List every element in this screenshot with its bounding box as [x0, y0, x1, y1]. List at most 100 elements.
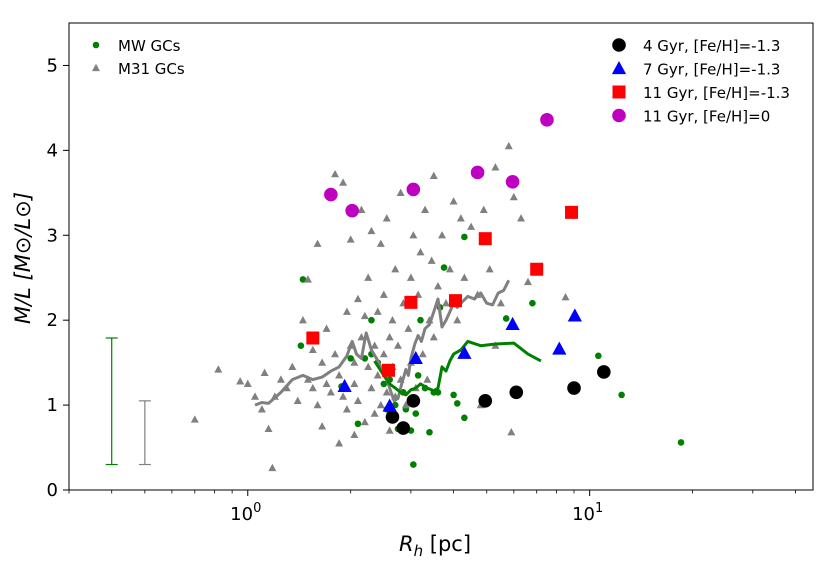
- legend-label: 4 Gyr, [Fe/H]=-1.3: [643, 37, 780, 55]
- point-m31-gcs: [391, 265, 400, 273]
- point-m31-gcs: [523, 277, 532, 286]
- point-mw-gcs: [440, 264, 448, 271]
- point-m31-gcs: [418, 349, 427, 358]
- point-m31-gcs: [449, 197, 458, 205]
- point-7-gyr-fe-h-1-3: [457, 345, 472, 359]
- point-m31-gcs: [507, 428, 516, 436]
- point-m31-gcs: [364, 273, 373, 281]
- point-11-gyr-fe-h-0: [406, 182, 421, 197]
- point-m31-gcs: [370, 341, 379, 349]
- point-m31-gcs: [288, 362, 297, 371]
- point-mw-gcs: [410, 461, 417, 468]
- point-m31-gcs: [404, 324, 413, 332]
- point-m31-gcs: [276, 375, 285, 383]
- point-mw-gcs: [354, 420, 362, 428]
- point-7-gyr-fe-h-1-3: [382, 398, 397, 412]
- point-m31-gcs: [456, 214, 465, 222]
- point-m31-gcs: [357, 205, 366, 213]
- point-m31-gcs: [460, 273, 469, 281]
- legend-right-4-gyr-fe-h-1-3: 4 Gyr, [Fe/H]=-1.3: [612, 37, 780, 55]
- point-7-gyr-fe-h-1-3: [337, 378, 352, 393]
- legend: MW GCs M31 GCs 4 Gyr, [Fe/H]=-1.3 7 Gyr, [F…: [92, 37, 790, 126]
- point-11-gyr-fe-h-0: [505, 174, 520, 189]
- point-m31-gcs: [339, 392, 348, 400]
- series-11-gyr-fe-h-1-3: [306, 205, 579, 377]
- legend-left-mw-gcs: MW GCs: [92, 37, 181, 55]
- point-m31-gcs: [376, 400, 385, 409]
- line-m31-running-median: [254, 279, 511, 407]
- point-m31-gcs: [561, 293, 570, 301]
- point-mw-gcs: [461, 233, 468, 241]
- legend-marker: [92, 63, 100, 72]
- x-tick-label: 101: [572, 501, 603, 525]
- x-tick-label: 100: [230, 501, 261, 525]
- series-4-gyr-fe-h-1-3: [385, 365, 611, 435]
- y-axis-label: M/L [M⊙/L⊙]: [11, 192, 35, 324]
- point-4-gyr-fe-h-1-3: [396, 421, 411, 435]
- point-m31-gcs: [326, 388, 335, 396]
- point-m31-gcs: [313, 400, 322, 409]
- point-m31-gcs: [260, 368, 269, 376]
- point-11-gyr-fe-h-0: [345, 203, 359, 218]
- point-m31-gcs: [350, 379, 359, 388]
- point-m31-gcs: [373, 371, 382, 379]
- point-m31-gcs: [264, 424, 273, 433]
- point-m31-gcs: [350, 358, 359, 366]
- point-m31-gcs: [353, 294, 362, 303]
- point-m31-gcs: [438, 231, 447, 239]
- point-m31-gcs: [214, 365, 223, 373]
- point-mw-gcs: [618, 391, 625, 399]
- point-7-gyr-fe-h-1-3: [567, 308, 582, 322]
- legend-left-m31-gcs: M31 GCs: [92, 60, 185, 78]
- point-mw-gcs: [502, 315, 510, 322]
- legend-label: 11 Gyr, [Fe/H]=0: [643, 108, 770, 126]
- point-m31-gcs: [257, 405, 266, 413]
- error-bar-2: [138, 400, 151, 466]
- point-m31-gcs: [479, 205, 488, 213]
- point-4-gyr-fe-h-1-3: [509, 385, 524, 400]
- point-m31-gcs: [509, 192, 518, 201]
- point-m31-gcs: [429, 332, 438, 341]
- point-m31-gcs: [453, 315, 462, 324]
- point-m31-gcs: [385, 332, 394, 341]
- point-m31-gcs: [346, 235, 355, 243]
- point-m31-gcs: [382, 214, 391, 222]
- legend-marker: [612, 38, 626, 52]
- point-mw-gcs: [450, 391, 457, 399]
- point-mw-gcs: [380, 380, 388, 388]
- series-11-gyr-fe-h-0: [324, 112, 554, 218]
- point-7-gyr-fe-h-1-3: [408, 350, 423, 365]
- point-11-gyr-fe-h-1-3: [306, 331, 320, 345]
- legend-right-11-gyr-fe-h-1-3: 11 Gyr, [Fe/H]=-1.3: [612, 84, 790, 102]
- point-11-gyr-fe-h-0: [540, 112, 554, 127]
- point-m31-gcs: [353, 396, 362, 404]
- point-mw-gcs: [297, 342, 305, 349]
- point-4-gyr-fe-h-1-3: [567, 381, 581, 395]
- point-m31-gcs: [376, 239, 385, 247]
- point-m31-gcs: [517, 214, 526, 222]
- axes: 0 1 2 3 4 5 100 101: [47, 55, 796, 525]
- point-m31-gcs: [364, 362, 373, 371]
- point-mw-gcs: [677, 439, 685, 446]
- point-m31-gcs: [406, 273, 415, 281]
- point-11-gyr-fe-h-1-3: [404, 295, 418, 309]
- point-m31-gcs: [243, 379, 252, 388]
- point-mw-gcs: [347, 355, 354, 362]
- point-11-gyr-fe-h-1-3: [448, 294, 462, 308]
- point-m31-gcs: [335, 371, 344, 379]
- point-m31-gcs: [335, 439, 344, 447]
- point-m31-gcs: [427, 256, 436, 264]
- point-4-gyr-fe-h-1-3: [597, 365, 611, 379]
- point-m31-gcs: [385, 426, 394, 434]
- x-axis-label: Rh [pc]: [399, 532, 471, 560]
- legend-label: M31 GCs: [118, 60, 185, 78]
- point-m31-gcs: [416, 248, 425, 256]
- point-11-gyr-fe-h-1-3: [478, 232, 492, 246]
- point-m31-gcs: [318, 422, 327, 430]
- point-m31-gcs: [308, 383, 317, 392]
- series-7-gyr-fe-h-1-3: [337, 308, 582, 412]
- y-tick-label: 1: [47, 395, 58, 416]
- point-m31-gcs: [293, 396, 302, 404]
- point-m31-gcs: [433, 282, 442, 290]
